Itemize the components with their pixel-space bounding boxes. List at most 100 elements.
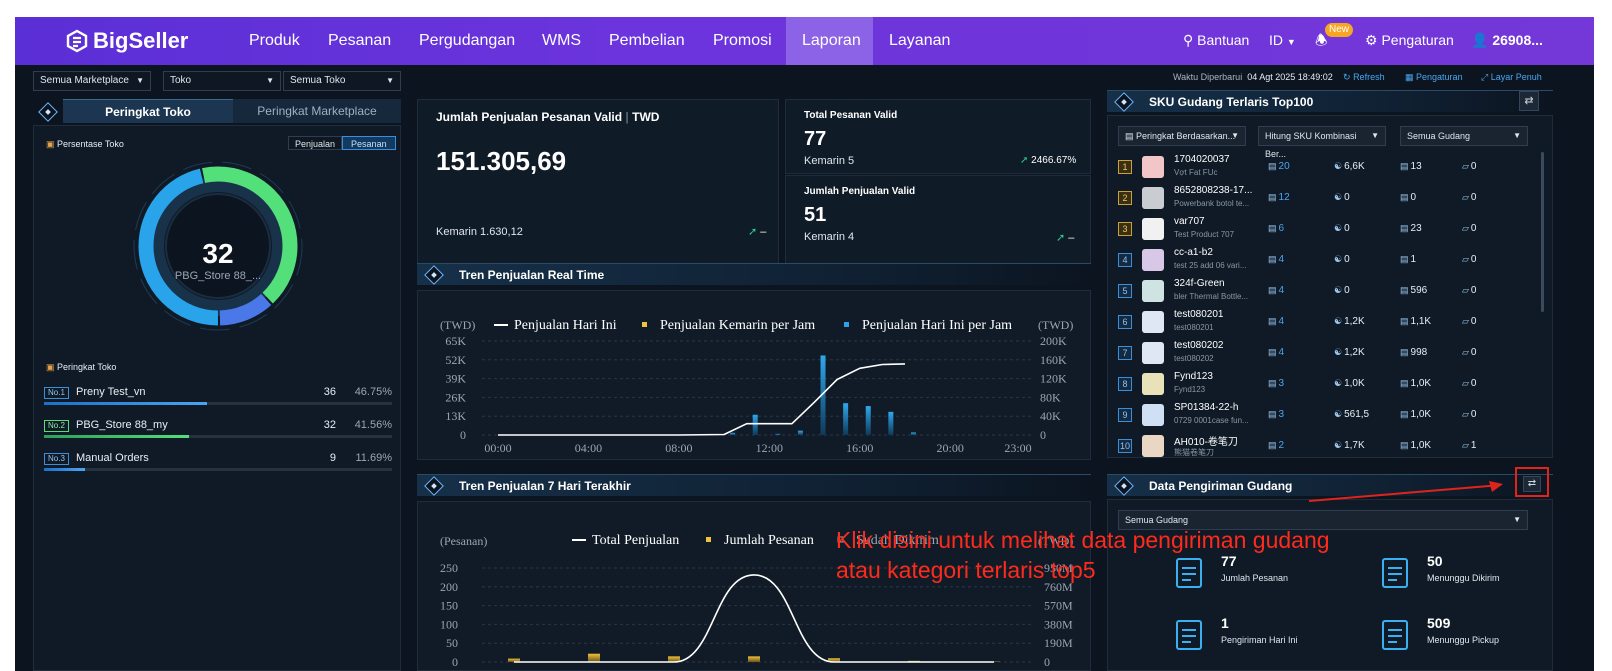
sku-sold-count-icon: ▤ — [1268, 378, 1277, 388]
valid-sales-kpi-card: Jumlah Penjualan Valid 51 Kemarin 4 ➚ – — [785, 175, 1091, 265]
refresh-button[interactable]: ↻ Refresh — [1343, 72, 1385, 83]
sku-amount-value: 1,0K — [1344, 378, 1365, 389]
help-link[interactable]: ⚲ Bantuan — [1183, 17, 1249, 65]
sku-pending: ▱ 0 — [1462, 316, 1476, 327]
sku-stock-value: 596 — [1410, 285, 1428, 296]
shipping-stat-label: Menunggu Dikirim — [1427, 573, 1500, 583]
dashboard-settings-button[interactable]: ▦ Pengaturan — [1405, 72, 1463, 83]
y-right-tick: 190M — [1044, 636, 1073, 650]
sku-row[interactable]: 1 1704020037 Vợt Fat FUc ▤ 20 ☯ 6,6K ▤ 13 ▱ 0 — [1118, 152, 1538, 183]
sku-row[interactable]: 2 8652808238-17... Powerbank botol te... ▤ 1… — [1118, 183, 1538, 214]
sku-stock-value: 1,0K — [1410, 409, 1432, 420]
store-rank-row: No.2 PBG_Store 88_my 32 41.56% — [44, 417, 392, 450]
weekly-section-header: Tren Penjualan 7 Hari Terakhir — [417, 474, 1091, 496]
store-select[interactable]: Semua Toko ▼ — [283, 71, 401, 91]
sku-code: 8652808238-17... — [1174, 185, 1253, 196]
sku-row[interactable]: 4 cc-a1-b2 test 25 add 06 vari... ▤ 4 ☯ 0 ▤ 1 ▱ 0 — [1118, 245, 1538, 276]
sku-sold-count: ▤ 20 — [1268, 161, 1290, 172]
product-thumbnail — [1142, 342, 1164, 364]
sku-row[interactable]: 8 Fynd123 Fynd123 ▤ 3 ☯ 1,0K ▤ 1,0K ▱ 0 — [1118, 369, 1538, 400]
sku-code: test080201 — [1174, 309, 1224, 320]
sku-pending-icon: ▱ — [1462, 223, 1469, 233]
store-rank-progress — [44, 402, 392, 405]
sku-amount: ☯ 6,6K — [1334, 161, 1365, 172]
tab-peringkat-marketplace[interactable]: Peringkat Marketplace — [233, 99, 401, 123]
sku-row[interactable]: 5 324f-Green bler Thermal Bottle... ▤ 4 ☯ 0 ▤ 59… — [1118, 276, 1538, 307]
sku-row[interactable]: 10 AH010-卷笔刀 熊猫卷笔刀 ▤ 2 ☯ 1,7K ▤ 1,0K ▱ 1 — [1118, 431, 1538, 462]
sku-combination-filter[interactable]: Hitung SKU Kombinasi Ber... ▼ — [1258, 126, 1386, 159]
sku-stock: ▤ 998 — [1400, 347, 1427, 358]
search-icon: ⚲ — [1183, 32, 1194, 48]
nav-promosi[interactable]: Promosi — [713, 32, 772, 49]
sku-warehouse-filter[interactable]: Semua Gudang ▼ — [1400, 126, 1528, 146]
sku-pending: ▱ 0 — [1462, 409, 1476, 420]
sku-row[interactable]: 9 SP01384-22-h 0729 0001case fun... ▤ 3 ☯ 561,… — [1118, 400, 1538, 431]
shipping-switch-button[interactable]: ⇄ — [1523, 476, 1541, 492]
bar-order-count — [588, 653, 600, 662]
sku-row[interactable]: 6 test080201 test080201 ▤ 4 ☯ 1,2K ▤ 1,1K ▱ 0 — [1118, 307, 1538, 338]
legend-item[interactable]: Sudah Dikirim — [837, 533, 939, 548]
legend-item[interactable]: Penjualan Hari Ini per Jam — [844, 318, 1012, 333]
sku-stock-icon: ▤ — [1400, 409, 1409, 419]
sku-row[interactable]: 7 test080202 test080202 ▤ 4 ☯ 1,2K ▤ 998 ▱ 0 — [1118, 338, 1538, 369]
sku-scrollbar[interactable] — [1541, 152, 1544, 312]
sku-sold-count-icon: ▤ — [1268, 440, 1277, 450]
nav-produk[interactable]: Produk — [249, 32, 300, 49]
section-diamond-icon — [38, 102, 58, 122]
annotation-line-1: Klik disini untuk melihat data pengirima… — [836, 527, 1330, 553]
sku-amount: ☯ 0 — [1334, 285, 1350, 296]
sales-kpi-title: Jumlah Penjualan Pesanan Valid | TWD — [436, 110, 659, 124]
toggle-pesanan[interactable]: Pesanan — [342, 136, 396, 150]
bigseller-logo[interactable]: BigSeller — [65, 28, 188, 54]
fullscreen-button[interactable]: ⤢ Layar Penuh — [1481, 72, 1542, 83]
store-rank-progress-fill — [44, 435, 189, 438]
nav-pembelian[interactable]: Pembelian — [609, 32, 685, 49]
weekly-title: Tren Penjualan 7 Hari Terakhir — [459, 479, 631, 493]
legend-item[interactable]: Total Penjualan — [572, 533, 679, 548]
sku-stock-value: 23 — [1410, 223, 1422, 234]
nav-pergudangan[interactable]: Pergudangan — [419, 32, 516, 49]
nav-layanan[interactable]: Layanan — [889, 32, 951, 49]
sku-rank-filter[interactable]: ▤ Peringkat Berdasarkan... ▼ — [1118, 126, 1246, 146]
sku-amount-value: 0 — [1344, 285, 1350, 296]
nav-wms[interactable]: WMS — [542, 32, 582, 49]
toggle-penjualan[interactable]: Penjualan — [288, 136, 343, 150]
sku-pending-value: 0 — [1470, 254, 1477, 265]
sku-switch-button[interactable]: ⇄ — [1519, 91, 1539, 111]
sku-amount-icon: ☯ — [1334, 347, 1343, 357]
sku-stock: ▤ 1,0K — [1400, 409, 1431, 420]
orders-kpi-title: Total Pesanan Valid — [804, 110, 898, 121]
sku-sold-count: ▤ 4 — [1268, 316, 1284, 327]
sales-kpi-value: 151.305,69 — [436, 146, 567, 176]
settings-link[interactable]: ⚙ Pengaturan — [1365, 17, 1454, 65]
legend-item[interactable]: Jumlah Pesanan — [706, 533, 814, 548]
legend-item[interactable]: Penjualan Hari Ini — [494, 318, 617, 333]
legend-label: Penjualan Hari Ini per Jam — [862, 318, 1012, 333]
nav-pesanan[interactable]: Pesanan — [328, 32, 392, 49]
toko-select[interactable]: Toko ▼ — [163, 71, 281, 91]
tab-peringkat-toko[interactable]: Peringkat Toko — [63, 99, 233, 123]
notification-button[interactable]: 🕭 New — [1315, 17, 1354, 65]
sku-rank-badge: 9 — [1118, 408, 1132, 422]
bar-order-count — [508, 658, 520, 662]
shipping-stat: 77 Jumlah Pesanan — [1157, 551, 1347, 607]
user-menu[interactable]: 👤 26908... — [1471, 17, 1543, 65]
shipping-stat-label: Pengiriman Hari Ini — [1221, 635, 1298, 645]
legend-item[interactable]: Penjualan Kemarin per Jam — [642, 318, 815, 333]
store-ranking-list: No.1 Preny Test_vn 36 46.75% No.2 PBG_Store 8… — [44, 384, 392, 483]
switch-icon: ⇄ — [1527, 478, 1537, 489]
realtime-chart-panel: (TWD) (TWD) Penjualan Hari Ini Penjualan Ke… — [417, 290, 1091, 460]
nav-laporan[interactable]: Laporan — [786, 17, 873, 65]
sku-pending-icon: ▱ — [1462, 285, 1469, 295]
sku-row[interactable]: 3 var707 Test Product 707 ▤ 6 ☯ 0 ▤ 23 ▱ 0 — [1118, 214, 1538, 245]
legend-label: Sudah Dikirim — [856, 533, 939, 548]
chevron-down-icon: ▼ — [1286, 37, 1296, 47]
sku-amount: ☯ 561,5 — [1334, 409, 1369, 420]
updated-value: 04 Agt 2025 18:49:02 — [1247, 72, 1333, 82]
sku-pending-value: 0 — [1470, 316, 1477, 327]
shipping-warehouse-select[interactable]: Semua Gudang ▼ — [1118, 510, 1528, 530]
sku-pending-icon: ▱ — [1462, 378, 1469, 388]
sku-pending-icon: ▱ — [1462, 161, 1469, 171]
marketplace-select[interactable]: Semua Marketplace ▼ — [33, 71, 151, 91]
language-select[interactable]: ID ▼ — [1269, 17, 1296, 65]
